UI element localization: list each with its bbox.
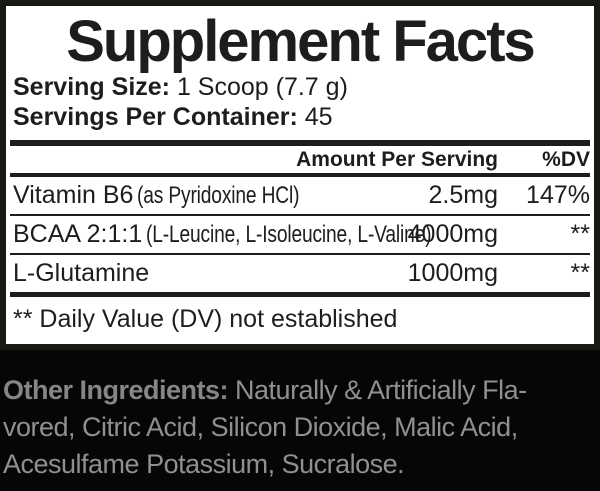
ingredient-dv: ** — [570, 220, 590, 248]
table-header-row: Amount Per Serving %DV — [10, 146, 590, 173]
panel-title: Supplement Facts — [66, 9, 536, 74]
daily-value-footnote: ** Daily Value (DV) not established — [13, 305, 398, 333]
ingredient-amount: 2.5mg — [428, 181, 498, 209]
servings-per-container-line: Servings Per Container: 45 — [13, 102, 590, 132]
ingredient-dv: 147% — [526, 181, 590, 209]
thick-divider-footnote — [10, 292, 590, 297]
ingredient-dv: ** — [570, 259, 590, 287]
ingredient-amount: 4000mg — [407, 220, 498, 248]
other-ingredients-line-1: Other Ingredients: Naturally & Artificial… — [3, 372, 598, 409]
amount-per-serving-header: Amount Per Serving — [296, 148, 498, 171]
other-ingredients-block: Other Ingredients: Naturally & Artificial… — [3, 372, 598, 483]
serving-size-line: Serving Size: 1 Scoop (7.7 g) — [13, 72, 590, 102]
other-ingredients-label: Other Ingredients: — [3, 375, 229, 405]
ingredient-amount: 1000mg — [407, 259, 498, 287]
other-ingredients-line-3: Acesulfame Potassium, Sucralose. — [3, 449, 405, 479]
ingredient-name: L-Glutamine — [10, 259, 406, 288]
table-row-bcaa: BCAA 2:1:1 (L-Leucine, L-Isoleucine, L-Va… — [10, 216, 590, 255]
supplement-facts-panel: Supplement Facts Serving Size: 1 Scoop (… — [0, 0, 600, 350]
ingredient-name-detail: (L-Leucine, L-Isoleucine, L-Valine) — [146, 221, 432, 248]
ingredient-name: BCAA 2:1:1 (L-Leucine, L-Isoleucine, L-Va… — [10, 220, 432, 249]
serving-size-label: Serving Size: — [13, 73, 170, 101]
other-ingredients-line-2: vored, Citric Acid, Silicon Dioxide, Mal… — [3, 412, 518, 442]
ingredient-name: Vitamin B6 (as Pyridoxine HCl) — [10, 181, 406, 210]
ingredient-name-main: Vitamin B6 — [13, 181, 134, 209]
table-row-vitamin-b6: Vitamin B6 (as Pyridoxine HCl) 2.5mg 147% — [10, 177, 590, 216]
percent-dv-header: %DV — [542, 148, 590, 171]
ingredient-name-main: BCAA 2:1:1 — [13, 220, 143, 248]
table-row-l-glutamine: L-Glutamine 1000mg ** — [10, 255, 590, 292]
serving-size-value: 1 Scoop (7.7 g) — [176, 73, 348, 101]
medium-divider-header — [10, 173, 590, 177]
ingredient-name-main: L-Glutamine — [13, 259, 150, 287]
thick-divider-top — [10, 140, 590, 146]
servings-per-container-value: 45 — [304, 103, 333, 131]
servings-per-container-label: Servings Per Container: — [13, 103, 298, 131]
ingredient-name-detail: (as Pyridoxine HCl) — [137, 182, 300, 209]
other-ingredients-line-1-rest: Naturally & Artificially Fla- — [235, 375, 527, 405]
